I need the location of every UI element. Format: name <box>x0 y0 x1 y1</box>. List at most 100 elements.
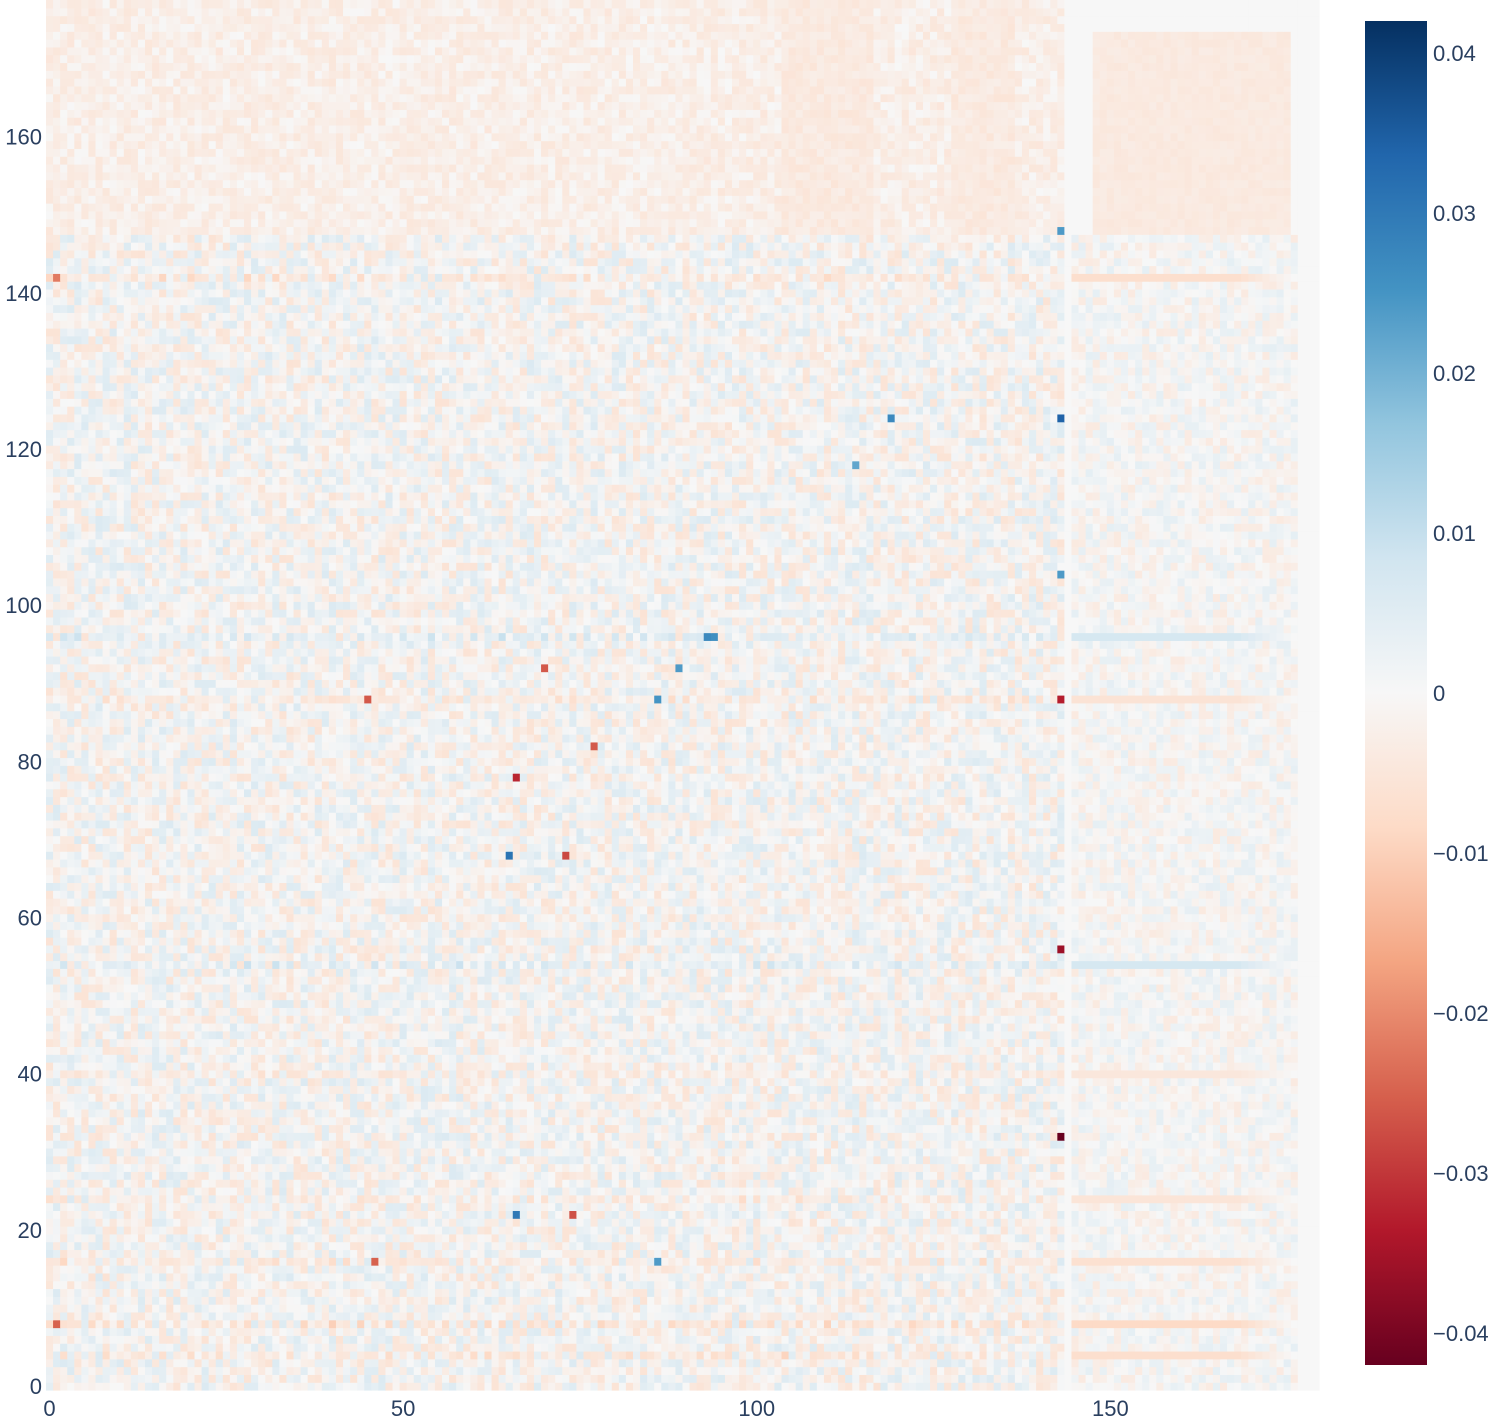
heatmap-cell <box>413 1210 422 1219</box>
heatmap-cell <box>548 1350 556 1360</box>
heatmap-cell <box>1184 1319 1193 1329</box>
heatmap-cell <box>1241 1218 1249 1227</box>
heatmap-cell <box>562 1202 570 1211</box>
heatmap-cell <box>385 1343 394 1352</box>
heatmap-cell <box>321 1335 330 1344</box>
heatmap-cell <box>1057 1374 1065 1383</box>
heatmap-cell <box>187 1226 196 1235</box>
heatmap-cell <box>640 1265 648 1274</box>
heatmap-cell <box>109 1319 118 1329</box>
heatmap-cell <box>625 1358 634 1368</box>
heatmap-cell <box>95 1233 104 1243</box>
heatmap-cell <box>1191 1249 1200 1258</box>
heatmap-cell <box>611 1382 620 1391</box>
heatmap-cell <box>137 1226 146 1235</box>
heatmap-cell <box>816 1194 825 1204</box>
heatmap-cell <box>159 1171 167 1180</box>
heatmap-cell <box>350 1288 358 1297</box>
heatmap-cell <box>1311 1335 1320 1344</box>
heatmap-cell <box>710 1186 719 1196</box>
heatmap-cell <box>1099 1179 1108 1188</box>
heatmap-cell <box>880 1233 889 1243</box>
heatmap-cell <box>399 1218 408 1227</box>
heatmap-cell <box>1283 1241 1292 1251</box>
heatmap-cell <box>378 1218 387 1227</box>
heatmap-cell <box>753 1374 761 1383</box>
heatmap-cell <box>958 1202 966 1211</box>
heatmap-cell <box>1043 1241 1051 1251</box>
heatmap-cell <box>590 1296 599 1305</box>
heatmap-cell <box>753 1366 761 1375</box>
heatmap-cell <box>1071 1327 1080 1336</box>
heatmap-cell <box>1177 1280 1186 1290</box>
heatmap-cell <box>873 1304 882 1313</box>
heatmap-cell <box>251 1366 259 1375</box>
heatmap-cell <box>562 1350 570 1360</box>
heatmap-cell <box>979 1194 988 1204</box>
heatmap-cell <box>335 1327 344 1336</box>
heatmap-cell <box>908 1186 917 1196</box>
heatmap-cell <box>519 1218 528 1227</box>
heatmap-cell <box>823 1350 832 1360</box>
heatmap-cell <box>1255 1374 1264 1383</box>
heatmap-cell <box>399 1280 408 1290</box>
heatmap-cell <box>229 1186 238 1196</box>
heatmap-cell <box>1106 1319 1115 1329</box>
heatmap-cell <box>208 1304 217 1313</box>
heatmap-cell <box>1113 1304 1122 1313</box>
heatmap-cell <box>781 1296 790 1305</box>
heatmap-cell <box>859 1186 867 1196</box>
heatmap-cell <box>350 1171 358 1180</box>
heatmap-cell <box>265 1327 273 1336</box>
heatmap-cell <box>286 1374 295 1383</box>
heatmap-cell <box>1170 1249 1179 1258</box>
heatmap-cell <box>1113 1311 1122 1321</box>
heatmap-cell <box>385 1288 394 1297</box>
heatmap-cell <box>1043 1249 1051 1258</box>
heatmap-cell <box>654 1343 662 1352</box>
heatmap-cell <box>95 1296 104 1305</box>
heatmap-cell <box>427 1288 436 1297</box>
heatmap-cell <box>548 1202 556 1211</box>
heatmap-cell <box>173 1210 181 1219</box>
heatmap-cell <box>244 1304 252 1313</box>
heatmap-cell <box>307 1296 316 1305</box>
heatmap-cell <box>1050 1311 1058 1321</box>
heatmap-cell <box>53 1233 61 1243</box>
heatmap-cell <box>1057 1241 1065 1251</box>
heatmap-cell <box>180 1194 189 1204</box>
heatmap-cell <box>1283 1226 1292 1235</box>
heatmap-cell <box>378 1241 387 1251</box>
heatmap-cell <box>1297 1327 1306 1336</box>
heatmap-cell <box>703 1179 712 1188</box>
heatmap-cell <box>951 1241 959 1251</box>
heatmap-cell <box>463 1194 471 1204</box>
heatmap-cell <box>625 1241 634 1251</box>
heatmap-cell <box>887 1179 896 1188</box>
heatmap-cell <box>60 1280 68 1290</box>
heatmap-cell <box>1043 1202 1051 1211</box>
heatmap-cell <box>470 1265 478 1274</box>
heatmap-cell <box>1092 1296 1101 1305</box>
heatmap-cell <box>894 1218 903 1227</box>
heatmap-cell <box>993 1374 1002 1383</box>
heatmap-cell <box>901 1343 910 1352</box>
heatmap-cell <box>1241 1358 1249 1368</box>
heatmap-cell <box>307 1335 316 1344</box>
heatmap-cell <box>548 1343 556 1352</box>
heatmap-cell <box>760 1171 768 1180</box>
heatmap-cell <box>930 1194 938 1204</box>
heatmap-cell <box>371 1194 379 1204</box>
heatmap-cell <box>1064 1288 1073 1297</box>
heatmap-cell <box>385 1366 394 1375</box>
heatmap-cell <box>477 1226 486 1235</box>
heatmap-cell <box>229 1350 238 1360</box>
heatmap-cell <box>1163 1218 1172 1227</box>
heatmap-cell <box>802 1288 811 1297</box>
heatmap-cell <box>533 1179 542 1188</box>
heatmap-cell <box>1036 1265 1044 1274</box>
heatmap-cell <box>703 1296 712 1305</box>
heatmap-cell <box>696 1350 705 1360</box>
heatmap-cell <box>1191 1327 1200 1336</box>
heatmap-cell <box>682 1280 691 1290</box>
